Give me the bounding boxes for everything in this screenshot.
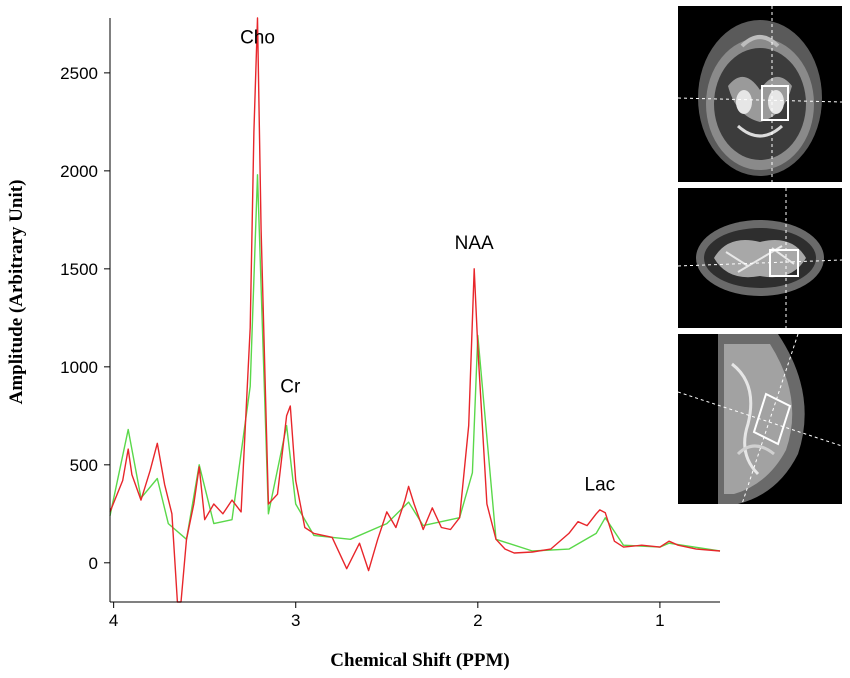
y-tick-label: 2500 xyxy=(60,64,98,83)
x-axis-title: Chemical Shift (PPM) xyxy=(330,650,509,671)
plot-lines xyxy=(109,17,721,603)
y-axis-title: Amplitude (Arbitrary Unit) xyxy=(6,180,27,405)
x-tick-label: 4 xyxy=(109,611,118,630)
peak-label-lac: Lac xyxy=(585,474,616,495)
y-ticks: 0 500 1000 1500 2000 2500 xyxy=(60,64,110,573)
mri-axial-image xyxy=(678,6,842,182)
x-tick-label: 2 xyxy=(473,611,482,630)
peak-label-naa: NAA xyxy=(455,233,494,254)
y-tick-label: 1000 xyxy=(60,358,98,377)
mri-coronal-image xyxy=(678,188,842,328)
x-ticks: 4 3 2 1 xyxy=(109,602,665,630)
series-line-1 xyxy=(109,17,721,603)
y-tick-label: 1500 xyxy=(60,260,98,279)
x-tick-label: 3 xyxy=(291,611,300,630)
peak-annotations: Cho Cr NAA Lac xyxy=(240,27,615,495)
y-tick-label: 500 xyxy=(70,456,98,475)
axes xyxy=(109,18,720,603)
mri-sagittal-image xyxy=(678,334,842,504)
y-tick-label: 2000 xyxy=(60,162,98,181)
peak-label-cr: Cr xyxy=(280,376,301,397)
peak-label-cho: Cho xyxy=(240,27,275,48)
x-tick-label: 1 xyxy=(655,611,664,630)
y-tick-label: 0 xyxy=(89,554,98,573)
